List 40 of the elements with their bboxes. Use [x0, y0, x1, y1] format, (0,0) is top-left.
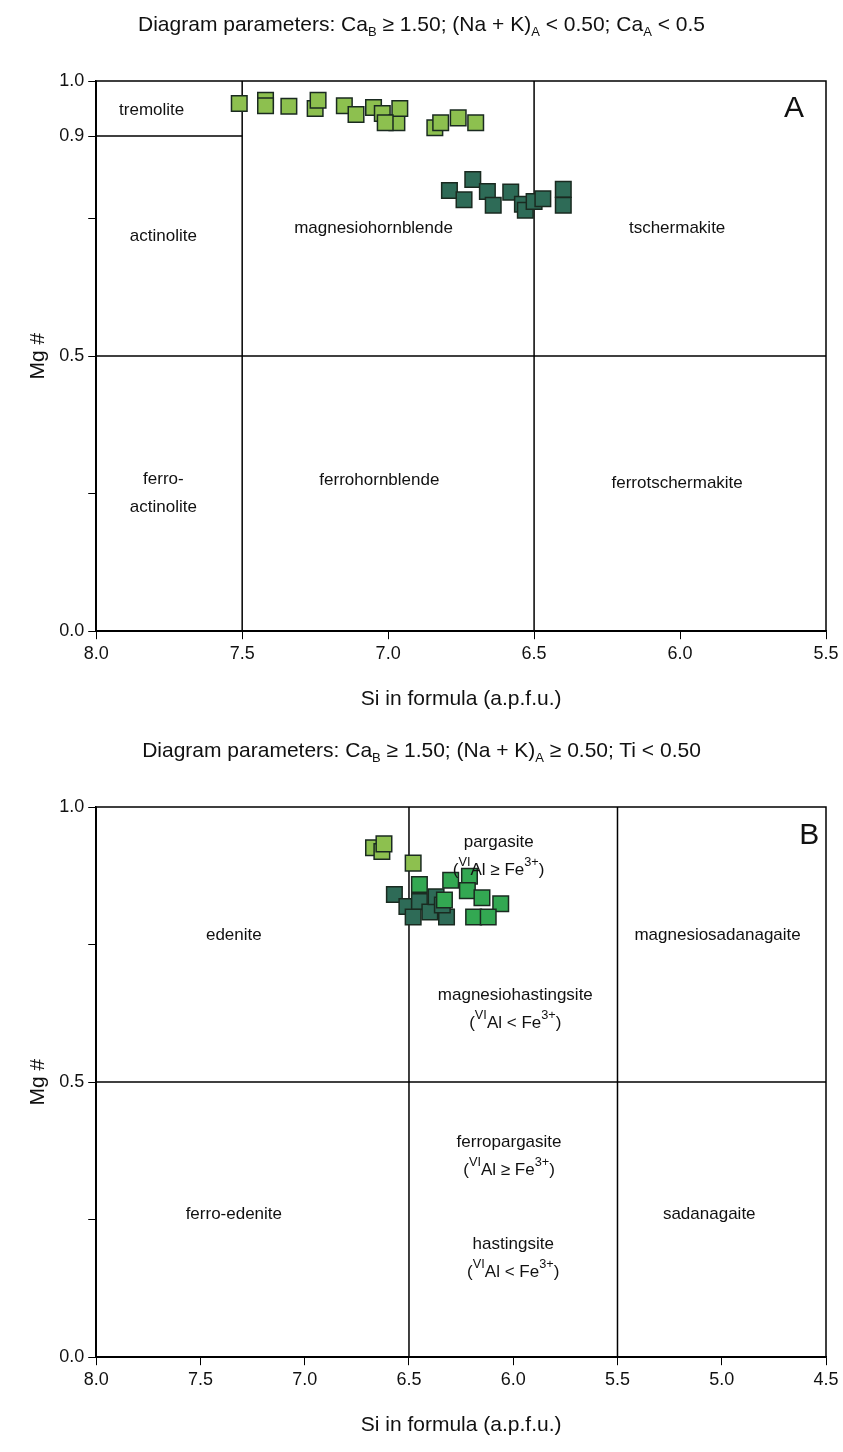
annotation: magnesiosadanagaite: [634, 924, 801, 944]
x-tick-label: 5.5: [604, 1368, 631, 1389]
x-tick-label: 7.5: [229, 642, 255, 663]
annotation: tschermakite: [628, 217, 726, 237]
y-tick-label: 0.9: [59, 124, 85, 145]
x-tick-label: 7.0: [292, 1368, 318, 1389]
annotation: ferro-edenite: [185, 1204, 283, 1224]
x-tick-label: 5.0: [709, 1368, 735, 1389]
chart-title: Diagram parameters: Ca$_{B}$ ≥ 1.50; (Na + K)$_{A}$ ≥ 0.50; Ti < 0.50: [141, 738, 702, 766]
x-tick-label: 8.0: [83, 642, 109, 663]
x-tick-label: 6.0: [667, 642, 693, 663]
x-tick-label: 5.5: [813, 642, 839, 663]
x-tick-label: 6.0: [500, 1368, 526, 1389]
annotation: ferrohornblende: [319, 469, 440, 489]
y-tick-label: 0.0: [59, 1346, 85, 1367]
annotation: ferrotschermakite: [611, 472, 743, 492]
chart-title: Diagram parameters: Ca$_{B}$ ≥ 1.50; (Na + K)$_{A}$ < 0.50; Ca$_{A}$ < 0.5: [137, 12, 706, 40]
y-tick-label: 1.0: [59, 795, 85, 816]
annotation: actinolite: [129, 225, 197, 245]
y-tick-label: 1.0: [59, 69, 85, 90]
annotation: B: [799, 816, 820, 850]
annotation: ferro- actinolite: [129, 469, 197, 517]
y-tick-label: 0.0: [59, 620, 85, 641]
x-tick-label: 7.5: [187, 1368, 213, 1389]
x-axis-title: Si in formula (a.p.f.u.): [360, 1412, 562, 1436]
x-tick-label: 8.0: [83, 1368, 109, 1389]
x-tick-label: 6.5: [521, 642, 547, 663]
y-axis-title: Mg #: [25, 1058, 49, 1106]
y-tick-label: 0.5: [59, 1071, 85, 1092]
annotation: sadanagaite: [662, 1204, 756, 1224]
x-tick-label: 4.5: [813, 1368, 839, 1389]
annotation: A: [783, 89, 804, 123]
annotation: tremolite: [119, 100, 185, 120]
x-tick-label: 6.5: [396, 1368, 422, 1389]
x-axis-title: Si in formula (a.p.f.u.): [360, 686, 562, 710]
x-tick-label: 7.0: [375, 642, 401, 663]
y-axis-title: Mg #: [25, 332, 49, 380]
annotation: edenite: [205, 924, 262, 944]
annotation: magnesiohornblende: [294, 217, 453, 237]
y-tick-label: 0.5: [59, 345, 85, 366]
